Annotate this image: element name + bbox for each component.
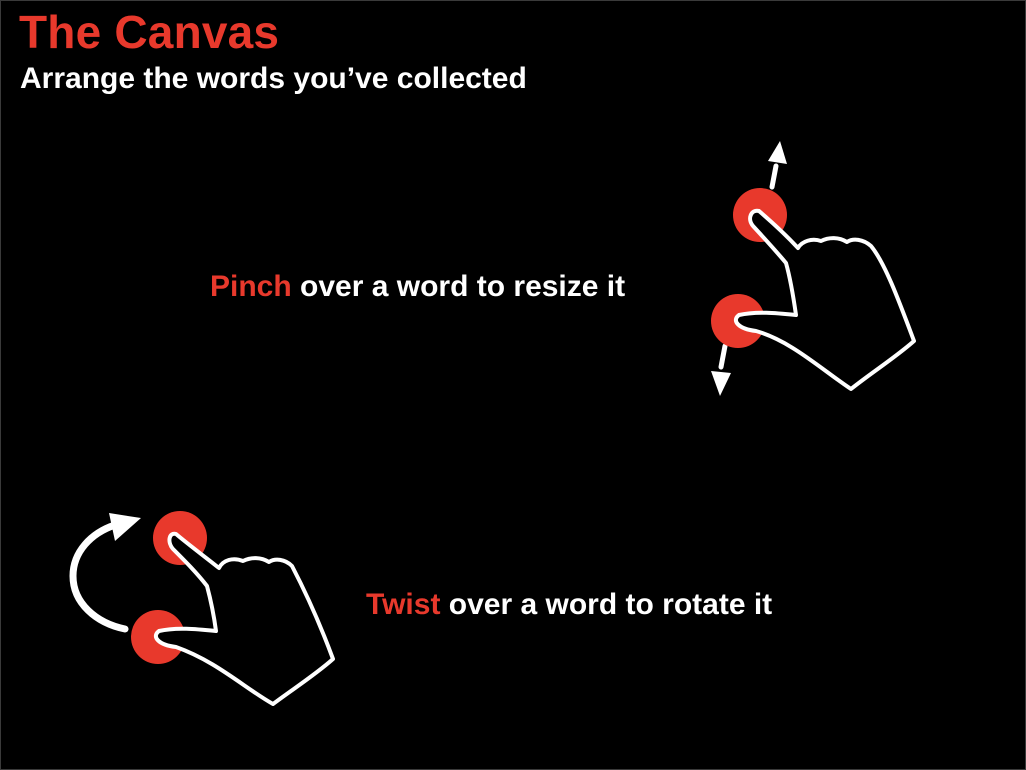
page-title: The Canvas <box>19 6 280 58</box>
pinch-keyword: Pinch <box>210 270 292 303</box>
pinch-instruction: Pinch over a word to resize it <box>210 269 625 305</box>
twist-keyword: Twist <box>366 588 441 621</box>
pinch-hand-icon <box>733 208 916 391</box>
pinch-down-arrow-icon <box>711 343 731 396</box>
twist-instruction-text: over a word to rotate it <box>440 588 773 621</box>
twist-rotate-arrow-icon <box>69 521 129 633</box>
pinch-up-arrow-icon <box>768 141 787 190</box>
pinch-instruction-text: over a word to resize it <box>291 270 626 303</box>
twist-arrow-head-icon <box>109 513 141 541</box>
twist-hand-icon <box>153 531 335 706</box>
twist-instruction: Twist over a word to rotate it <box>366 587 772 623</box>
page-subtitle: Arrange the words you’ve collected <box>20 62 527 95</box>
